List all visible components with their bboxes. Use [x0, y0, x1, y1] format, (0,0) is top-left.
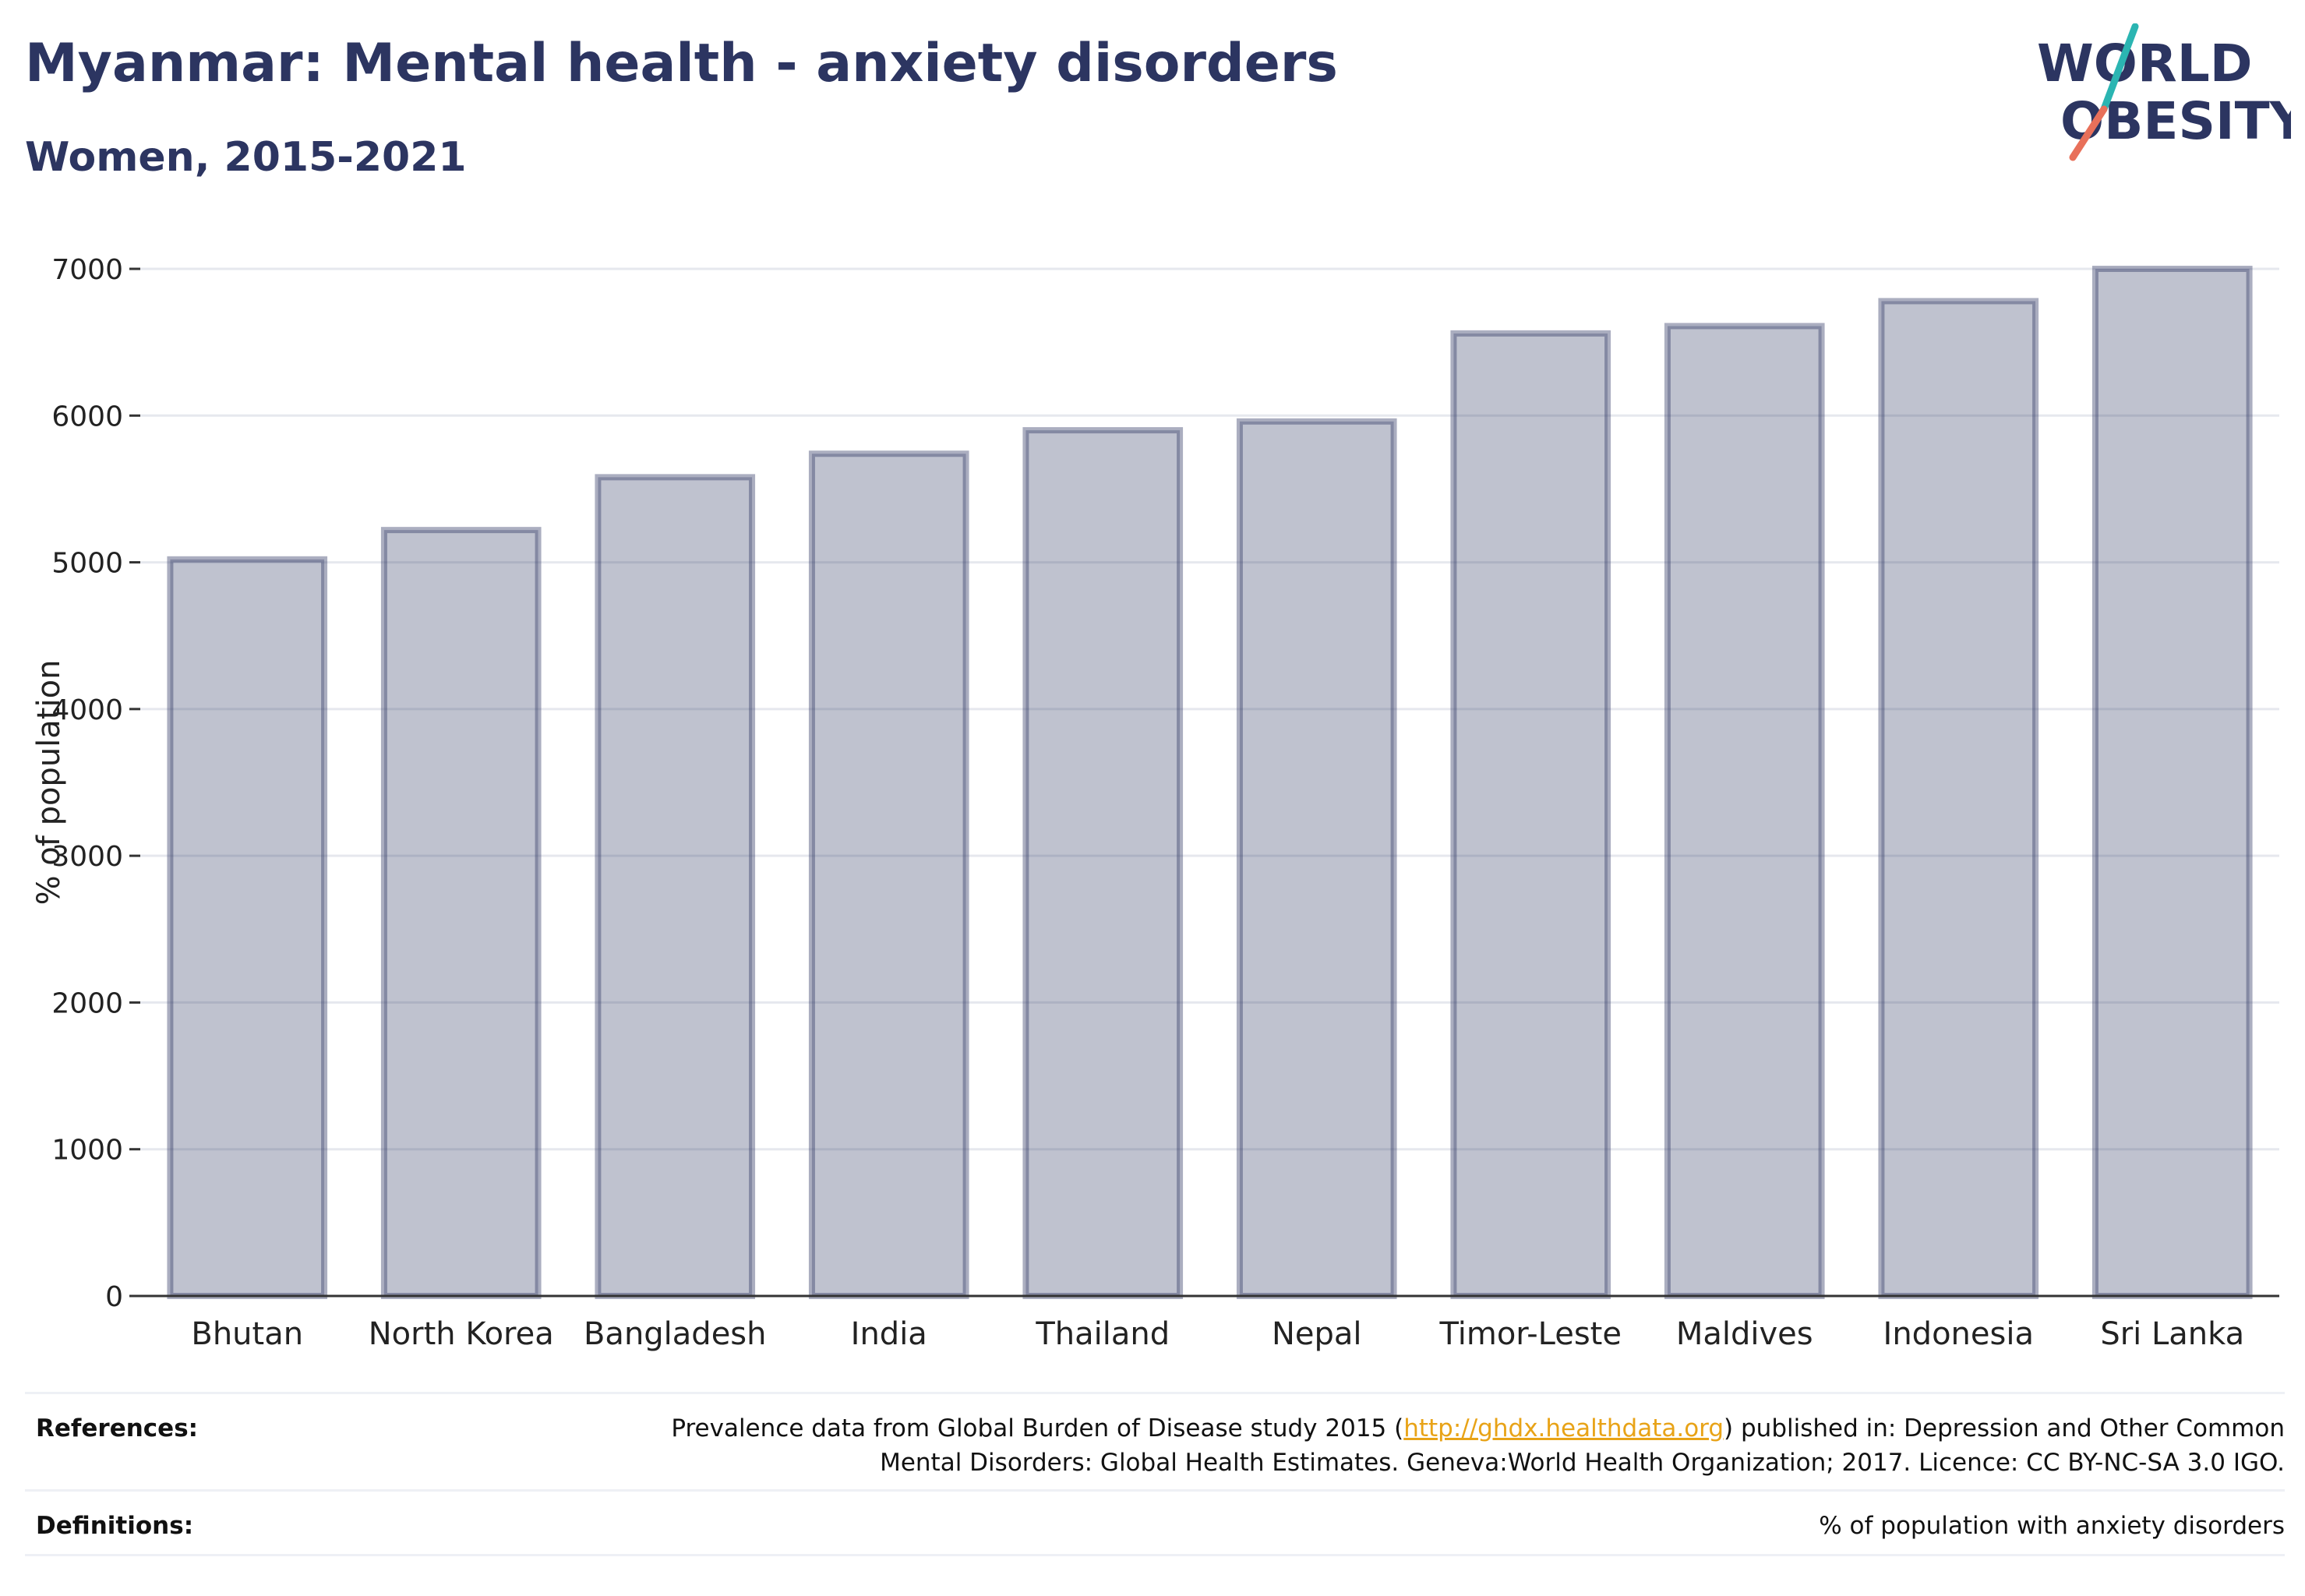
gridlines	[140, 267, 2279, 1151]
references-link[interactable]: http://ghdx.healthdata.org	[1403, 1414, 1724, 1442]
y-tick-label: 2000	[51, 987, 123, 1019]
definitions-label: Definitions:	[36, 1512, 194, 1540]
definitions-text: % of population with anxiety disorders	[1819, 1512, 2285, 1540]
y-axis-ticks: 0 1000 2000 3000 4000 5000 6000 7000	[51, 254, 140, 1313]
logo-slash-teal	[2100, 23, 2139, 113]
y-tick-label: 1000	[51, 1135, 123, 1167]
bar-indonesia	[1878, 298, 2039, 1299]
chart-subtitle: Women, 2015-2021	[25, 134, 467, 181]
bar-thailand	[1022, 427, 1184, 1299]
bars	[167, 266, 2253, 1300]
x-tick-label: North Korea	[369, 1316, 554, 1352]
y-tick-label: 4000	[51, 694, 123, 726]
bar-maldives	[1664, 323, 1825, 1300]
references-line2: Mental Disorders: Global Health Estimate…	[880, 1449, 2285, 1477]
bar-sri-lanka	[2091, 266, 2253, 1299]
bar-bhutan	[167, 556, 328, 1299]
bar-india	[808, 450, 969, 1299]
x-tick-label: Bangladesh	[584, 1316, 767, 1352]
bar-timor-leste	[1450, 330, 1611, 1299]
world-obesity-logo: WORLD OBESITY	[2037, 23, 2291, 161]
footer: References: Prevalence data from Global …	[25, 1392, 2285, 1556]
references-line1-post: ) published in: Depression and Other Com…	[1724, 1414, 2285, 1442]
x-tick-label: Bhutan	[191, 1316, 303, 1352]
bar-bangladesh	[595, 474, 756, 1299]
x-tick-label: India	[851, 1316, 927, 1352]
bar-nepal	[1236, 418, 1397, 1299]
x-tick-label: Nepal	[1272, 1316, 1362, 1352]
bar-chart: 0 1000 2000 3000 4000 5000 6000 7000 Bhutan Nort…	[31, 254, 2279, 1352]
y-tick-label: 5000	[51, 548, 123, 580]
references-text: Prevalence data from Global Burden of Di…	[25, 1394, 2285, 1495]
y-tick-label: 0	[105, 1281, 123, 1313]
x-tick-label: Thailand	[1035, 1316, 1170, 1352]
y-axis-label: % of population	[31, 660, 67, 906]
bar-north-korea	[380, 527, 542, 1299]
definitions-row: Definitions: % of population with anxiet…	[25, 1489, 2285, 1556]
logo-line-world: WORLD	[2037, 34, 2253, 94]
x-tick-label: Indonesia	[1883, 1316, 2034, 1352]
logo-slash-coral	[2069, 105, 2108, 161]
references-line1-pre: Prevalence data from Global Burden of Di…	[671, 1414, 1404, 1442]
y-tick-label: 6000	[51, 401, 123, 433]
y-tick-label: 7000	[51, 254, 123, 286]
x-tick-label: Sri Lanka	[2100, 1316, 2244, 1352]
references-row: References: Prevalence data from Global …	[25, 1392, 2285, 1489]
references-label: References:	[36, 1414, 199, 1442]
x-axis-labels: Bhutan North Korea Bangladesh India Thailand…	[191, 1316, 2244, 1352]
x-tick-label: Maldives	[1676, 1316, 1813, 1352]
x-tick-label: Timor-Leste	[1439, 1316, 1622, 1352]
y-tick-label: 3000	[51, 841, 123, 873]
chart-title: Myanmar: Mental health - anxiety disorde…	[25, 33, 1338, 94]
